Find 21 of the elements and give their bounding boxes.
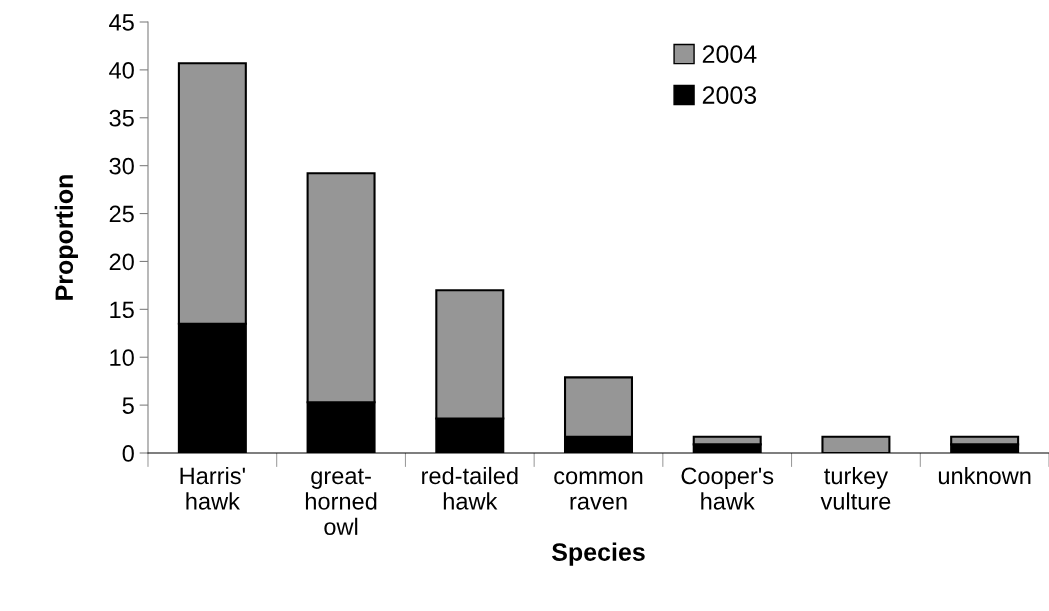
x-axis-title: Species	[551, 542, 645, 566]
y-tick-label: 20	[109, 253, 134, 271]
x-tick-label: red-tailed hawk	[422, 466, 518, 510]
y-axis-title: Proportion	[54, 175, 78, 300]
y-tick-label: 5	[122, 397, 134, 414]
x-tick-label: great- horned owl	[305, 468, 377, 536]
x-tick-label: common raven	[554, 471, 643, 510]
y-tick-label: 10	[110, 349, 134, 367]
x-tick-label: Cooper's hawk	[681, 467, 774, 510]
legend-label: 2004	[702, 45, 757, 63]
y-tick-label: 0	[122, 445, 134, 462]
y-tick-label: 25	[109, 205, 134, 223]
y-tick-label: 30	[109, 157, 134, 175]
x-tick-label: unknown	[938, 466, 1031, 485]
x-tick-label: turkey vulture	[820, 466, 891, 510]
y-tick-label: 40	[109, 61, 134, 79]
y-tick-label: 45	[109, 14, 134, 31]
x-tick-label: Harris' hawk	[180, 466, 245, 510]
legend-label: 2003	[702, 86, 757, 104]
y-tick-label: 15	[110, 301, 134, 319]
y-tick-label: 35	[109, 109, 134, 127]
